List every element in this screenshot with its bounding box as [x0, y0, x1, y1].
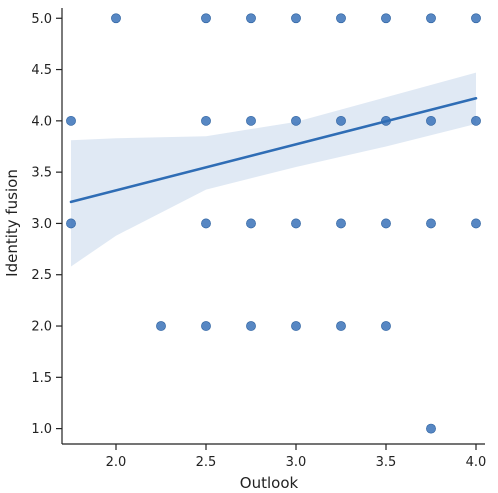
data-point: [291, 218, 301, 229]
y-tick-label: 1.5: [31, 371, 52, 386]
data-point: [201, 218, 211, 229]
data-point: [336, 321, 346, 331]
data-point: [201, 115, 211, 126]
x-tick-label: 3.5: [376, 455, 397, 470]
data-point: [336, 13, 346, 24]
confidence-band: [71, 72, 476, 267]
data-point: [66, 218, 76, 229]
y-tick-label: 5.0: [31, 12, 52, 27]
data-point: [426, 13, 436, 24]
data-point: [336, 218, 346, 229]
data-point: [381, 218, 391, 229]
data-points-layer: [66, 13, 481, 434]
y-tick-label: 3.0: [31, 217, 52, 232]
x-tick-label: 2.0: [106, 455, 127, 470]
y-axis-ticks: 1.0 1.5 2.0 2.5 3.0 3.5 4.0 4.5 5.0: [31, 12, 62, 437]
x-tick-label: 4.0: [466, 455, 487, 470]
data-point: [471, 218, 481, 229]
data-point: [201, 321, 211, 331]
data-point: [381, 321, 391, 331]
y-tick-label: 2.5: [31, 268, 52, 283]
x-axis-label: Outlook: [240, 474, 299, 492]
data-point: [426, 115, 436, 126]
data-point: [246, 13, 256, 24]
y-tick-label: 1.0: [31, 422, 52, 437]
data-point: [426, 218, 436, 229]
x-tick-label: 2.5: [196, 455, 217, 470]
x-tick-label: 3.0: [286, 455, 307, 470]
data-point: [246, 218, 256, 229]
data-point: [291, 115, 301, 126]
data-point: [291, 321, 301, 331]
regression-line-layer: [69, 96, 478, 204]
data-point: [471, 13, 481, 24]
data-point: [156, 321, 166, 331]
axes-layer: [61, 8, 485, 445]
confidence-band-layer: [71, 72, 476, 267]
data-point: [291, 13, 301, 24]
data-point: [336, 115, 346, 126]
x-axis-ticks: 2.0 2.5 3.0 3.5 4.0: [106, 444, 487, 470]
data-point: [381, 13, 391, 24]
data-point: [201, 13, 211, 24]
y-axis-label: Identity fusion: [3, 169, 21, 277]
y-tick-label: 2.0: [31, 320, 52, 335]
data-point: [111, 13, 121, 24]
data-point: [426, 423, 436, 434]
data-point: [471, 115, 481, 126]
data-point: [246, 115, 256, 126]
y-tick-label: 4.5: [31, 63, 52, 78]
data-point: [246, 321, 256, 331]
y-tick-label: 3.5: [31, 166, 52, 181]
regression-line: [69, 96, 478, 204]
y-tick-label: 4.0: [31, 114, 52, 129]
data-point: [66, 115, 76, 126]
